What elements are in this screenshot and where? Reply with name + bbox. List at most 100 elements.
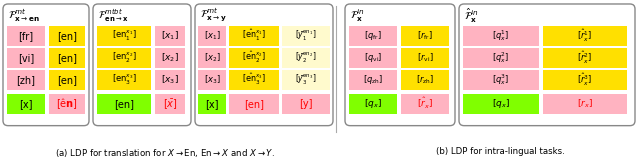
Text: (b) LDP for intra-lingual tasks.: (b) LDP for intra-lingual tasks. (436, 147, 564, 156)
Text: [ê$\mathbf{n}$]: [ê$\mathbf{n}$] (56, 96, 78, 111)
Bar (97, 70, 151, 90)
Bar (198, 48, 226, 68)
FancyBboxPatch shape (345, 4, 455, 126)
Bar (349, 48, 397, 68)
Bar (463, 94, 539, 114)
Bar (97, 94, 151, 114)
Text: [x]: [x] (205, 99, 219, 109)
Text: $[x_3]$: $[x_3]$ (204, 74, 220, 86)
Bar (198, 70, 226, 90)
Text: [y]: [y] (300, 99, 313, 109)
Bar (49, 48, 85, 68)
Bar (7, 26, 45, 46)
FancyBboxPatch shape (195, 4, 333, 126)
Text: [en]: [en] (244, 99, 264, 109)
Text: $[r_{\mathrm{fr}}]$: $[r_{\mathrm{fr}}]$ (417, 30, 433, 42)
Bar (401, 70, 449, 90)
Text: [en]: [en] (57, 75, 77, 85)
Text: $[x_2]$: $[x_2]$ (204, 52, 220, 64)
Bar (282, 26, 330, 46)
Text: [zh]: [zh] (17, 75, 35, 85)
Bar (282, 94, 330, 114)
Bar (7, 70, 45, 90)
Bar (349, 70, 397, 90)
Text: $[q_x^3]$: $[q_x^3]$ (492, 72, 509, 87)
Text: $[x_1]$: $[x_1]$ (204, 30, 220, 42)
Bar (282, 48, 330, 68)
FancyBboxPatch shape (3, 4, 89, 126)
Text: $[\bar{y}_1^{\mathrm{en}_1}]$: $[\bar{y}_1^{\mathrm{en}_1}]$ (295, 29, 317, 43)
Bar (49, 94, 85, 114)
Text: $[\hat{\mathrm{en}}_1^{x_1}]$: $[\hat{\mathrm{en}}_1^{x_1}]$ (242, 28, 266, 43)
Text: $[\hat{\mathrm{en}}_2^{x_2}]$: $[\hat{\mathrm{en}}_2^{x_2}]$ (242, 50, 266, 65)
Text: $\mathcal{F}^{mt}_{\mathbf{x}\rightarrow\mathbf{y}}$: $\mathcal{F}^{mt}_{\mathbf{x}\rightarrow… (200, 7, 227, 24)
Bar (155, 48, 185, 68)
Text: $[r_{\mathrm{zh}}]$: $[r_{\mathrm{zh}}]$ (416, 74, 434, 86)
Text: $\mathcal{F}^{mtbt}_{\mathbf{en}\rightarrow\mathbf{x}}$: $\mathcal{F}^{mtbt}_{\mathbf{en}\rightar… (98, 7, 129, 24)
Bar (401, 26, 449, 46)
Bar (229, 70, 279, 90)
Text: $[\mathrm{en}_2^{x_2}]$: $[\mathrm{en}_2^{x_2}]$ (111, 51, 136, 65)
Bar (401, 94, 449, 114)
Bar (349, 26, 397, 46)
Bar (463, 70, 539, 90)
Bar (155, 26, 185, 46)
Text: [fr]: [fr] (19, 31, 33, 41)
Bar (198, 94, 226, 114)
Bar (229, 48, 279, 68)
Bar (97, 48, 151, 68)
Text: [vi]: [vi] (18, 53, 34, 63)
Text: $[\mathrm{en}_1^{x_1}]$: $[\mathrm{en}_1^{x_1}]$ (111, 29, 136, 43)
Text: $[\bar{x}]$: $[\bar{x}]$ (163, 97, 177, 111)
Bar (282, 70, 330, 90)
Bar (349, 94, 397, 114)
Text: $[x_2]$: $[x_2]$ (161, 52, 179, 64)
Bar (401, 48, 449, 68)
Bar (463, 26, 539, 46)
Text: $[\mathrm{en}_3^{x_3}]$: $[\mathrm{en}_3^{x_3}]$ (111, 73, 136, 87)
Text: $[q_{\mathrm{vi}}]$: $[q_{\mathrm{vi}}]$ (364, 51, 382, 64)
Text: [x]: [x] (19, 99, 33, 109)
Bar (229, 94, 279, 114)
Bar (49, 70, 85, 90)
Bar (543, 70, 627, 90)
Text: $[\hat{\mathrm{en}}_3^{x_3}]$: $[\hat{\mathrm{en}}_3^{x_3}]$ (242, 72, 266, 87)
Text: $[q_x]$: $[q_x]$ (364, 97, 382, 110)
FancyBboxPatch shape (459, 4, 635, 126)
Bar (155, 70, 185, 90)
Bar (49, 26, 85, 46)
Text: $[q_{\mathrm{zh}}]$: $[q_{\mathrm{zh}}]$ (363, 73, 383, 86)
Bar (229, 26, 279, 46)
Text: $[q_x^1]$: $[q_x^1]$ (492, 29, 509, 43)
FancyBboxPatch shape (93, 4, 191, 126)
Bar (97, 26, 151, 46)
Text: $[q_{\mathrm{fr}}]$: $[q_{\mathrm{fr}}]$ (364, 29, 382, 42)
Text: $[\hat{r}_x^1]$: $[\hat{r}_x^1]$ (577, 28, 593, 44)
Bar (543, 48, 627, 68)
Bar (543, 94, 627, 114)
Text: [en]: [en] (57, 53, 77, 63)
Bar (7, 94, 45, 114)
Text: $[r_x]$: $[r_x]$ (577, 98, 593, 110)
Bar (7, 48, 45, 68)
Text: $[\bar{y}_3^{\mathrm{en}_3}]$: $[\bar{y}_3^{\mathrm{en}_3}]$ (295, 73, 317, 87)
Text: $\mathcal{F}^{in}_{\mathbf{x}}$: $\mathcal{F}^{in}_{\mathbf{x}}$ (350, 7, 365, 24)
Text: $[x_1]$: $[x_1]$ (161, 30, 179, 42)
Text: $[x_3]$: $[x_3]$ (161, 74, 179, 86)
Text: $[\hat{r}_x^3]$: $[\hat{r}_x^3]$ (577, 72, 593, 88)
Text: $[q_x]$: $[q_x]$ (492, 97, 510, 110)
Text: $[\hat{r}_x]$: $[\hat{r}_x]$ (417, 96, 433, 111)
Text: (a) LDP for translation for $X\rightarrow$En, En$\rightarrow$$X$ and $X\rightarr: (a) LDP for translation for $X\rightarro… (55, 147, 275, 159)
Text: [en]: [en] (114, 99, 134, 109)
Bar (463, 48, 539, 68)
Text: $[\bar{y}_2^{\mathrm{en}_2}]$: $[\bar{y}_2^{\mathrm{en}_2}]$ (295, 51, 317, 65)
Text: $\mathcal{F}^{mt}_{\mathbf{x}\rightarrow\mathbf{en}}$: $\mathcal{F}^{mt}_{\mathbf{x}\rightarrow… (8, 7, 40, 24)
Text: $[\hat{r}_x^2]$: $[\hat{r}_x^2]$ (577, 50, 593, 66)
Text: $[q_x^2]$: $[q_x^2]$ (492, 50, 509, 65)
Text: [en]: [en] (57, 31, 77, 41)
Bar (198, 26, 226, 46)
Bar (155, 94, 185, 114)
Text: $\hat{\mathcal{F}}^{in}_{\mathbf{x}}$: $\hat{\mathcal{F}}^{in}_{\mathbf{x}}$ (464, 7, 479, 25)
Bar (543, 26, 627, 46)
Text: $[r_{\mathrm{vi}}]$: $[r_{\mathrm{vi}}]$ (417, 52, 433, 64)
